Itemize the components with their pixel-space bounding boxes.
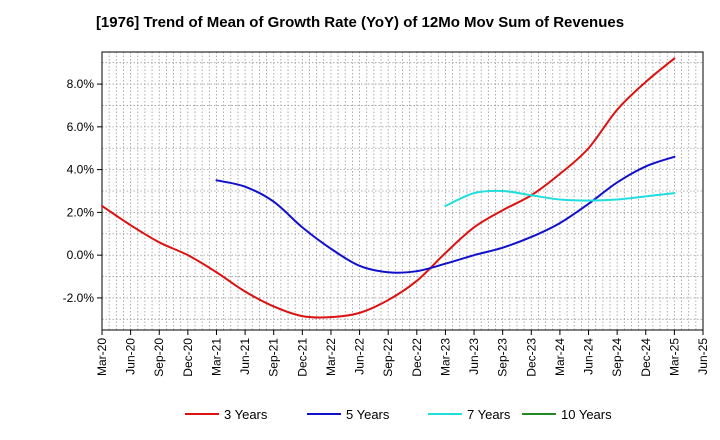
x-tick-label: Sep-24 (610, 338, 624, 377)
y-tick-label: 0.0% (67, 248, 95, 262)
x-tick-label: Mar-20 (95, 338, 109, 376)
series-lines (101, 57, 676, 319)
chart-title: [1976] Trend of Mean of Growth Rate (YoY… (95, 14, 625, 31)
legend: 3 Years 5 Years 7 Years 10 Years (185, 407, 612, 422)
x-tick-label: Dec-23 (524, 338, 538, 377)
x-tick-label: Dec-20 (181, 338, 195, 377)
legend-label: 5 Years (346, 407, 390, 422)
x-tick-label: Jun-24 (582, 338, 596, 375)
y-tick-label: 2.0% (67, 205, 95, 219)
x-tick-label: Dec-24 (639, 338, 653, 377)
legend-label: 7 Years (467, 407, 511, 422)
y-tick-label: 8.0% (67, 77, 95, 91)
x-tick-label: Dec-22 (410, 338, 424, 377)
series-line-5-years (215, 155, 676, 274)
x-tick-label: Sep-22 (381, 338, 395, 377)
grid (102, 52, 703, 330)
x-tick-label: Jun-23 (467, 338, 481, 375)
y-tick-label: 4.0% (67, 163, 95, 177)
series-line-7-years (444, 189, 676, 207)
x-axis: Mar-20 Jun-20 Sep-20 Dec-20 Mar-21 Jun-21 Sep-… (95, 330, 710, 377)
x-tick-label: Dec-21 (295, 338, 309, 377)
legend-label: 3 Years (224, 407, 268, 422)
x-tick-label: Sep-23 (496, 338, 510, 377)
x-tick-label: Mar-21 (209, 338, 223, 376)
x-tick-label: Mar-24 (553, 338, 567, 376)
x-tick-label: Jun-25 (696, 338, 710, 375)
x-tick-label: Jun-21 (238, 338, 252, 375)
x-tick-label: Jun-20 (124, 338, 138, 375)
x-tick-label: Mar-22 (324, 338, 338, 376)
x-tick-label: Mar-23 (438, 338, 452, 376)
series-line-3-years (101, 57, 676, 319)
y-tick-label: 6.0% (67, 120, 95, 134)
y-tick-label: -2.0% (63, 291, 95, 305)
plot-frame (101, 51, 704, 331)
x-tick-label: Mar-25 (667, 338, 681, 376)
x-tick-label: Sep-20 (152, 338, 166, 377)
legend-label: 10 Years (561, 407, 612, 422)
x-tick-label: Sep-21 (267, 338, 281, 377)
x-tick-label: Jun-22 (353, 338, 367, 375)
y-axis: -2.0% 0.0% 2.0% 4.0% 6.0% 8.0% (63, 77, 102, 305)
